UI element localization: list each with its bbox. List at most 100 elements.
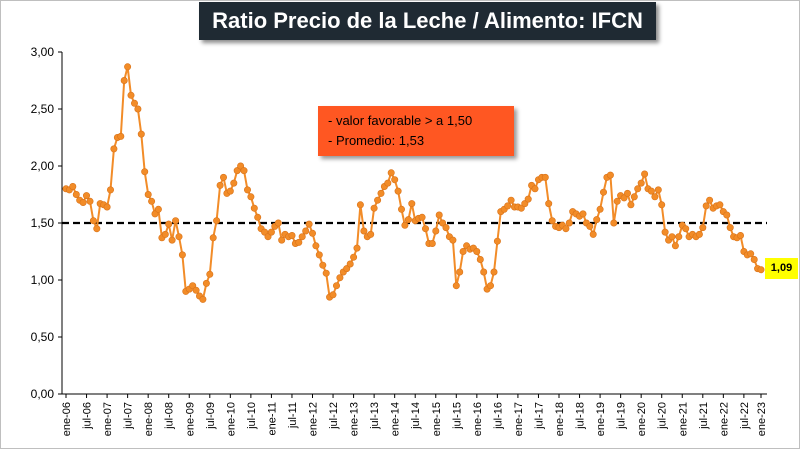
data-point: [86, 197, 94, 205]
y-tick-label: 2,00: [31, 159, 55, 173]
data-point: [117, 132, 125, 140]
series-points: [62, 63, 765, 303]
x-tick-label: ene-14: [390, 402, 402, 436]
x-tick-label: ene-08: [143, 402, 155, 436]
data-point: [654, 186, 662, 194]
data-point: [172, 217, 180, 225]
data-point: [336, 274, 344, 282]
y-tick-label: 1,50: [31, 216, 55, 230]
data-point: [387, 169, 395, 177]
data-point: [141, 168, 149, 176]
data-point: [103, 203, 111, 211]
data-point: [350, 253, 358, 261]
chart-title: Ratio Precio de la Leche / Alimento: IFC…: [199, 2, 656, 40]
data-point: [367, 230, 375, 238]
y-tick-label: 3,00: [31, 45, 55, 59]
x-axis: ene-06 jul-06 ene-07 jul-07 ene-08 jul-08 ene-…: [61, 393, 768, 436]
x-tick-label: jul-19: [616, 402, 628, 430]
data-point: [706, 196, 714, 204]
data-point: [148, 197, 156, 205]
data-point: [668, 233, 676, 241]
data-point: [254, 213, 262, 221]
data-point: [702, 202, 710, 210]
data-point: [647, 187, 655, 195]
data-point: [315, 251, 323, 259]
data-point: [131, 99, 139, 107]
data-point: [606, 171, 614, 179]
data-point: [329, 291, 337, 299]
data-point: [589, 230, 597, 238]
x-tick-label: ene-21: [677, 402, 689, 436]
y-tick-label: 1,00: [31, 273, 55, 287]
annotation-favorable: - valor favorable > a 1,50: [328, 113, 473, 128]
data-point: [671, 242, 679, 250]
data-point: [298, 233, 306, 241]
data-point: [750, 255, 758, 263]
data-point: [244, 186, 252, 194]
data-point: [435, 211, 443, 219]
data-point: [107, 186, 115, 194]
x-tick-label: ene-17: [513, 402, 525, 436]
data-point: [397, 205, 405, 213]
x-tick-label: jul-16: [492, 402, 504, 430]
x-tick-label: jul-21: [698, 402, 710, 430]
data-point: [599, 188, 607, 196]
data-point: [428, 240, 436, 248]
x-tick-label: ene-16: [472, 402, 484, 436]
y-tick-label: 2,50: [31, 102, 55, 116]
data-point: [230, 179, 238, 187]
x-tick-label: ene-18: [554, 402, 566, 436]
data-point: [726, 224, 734, 232]
data-point: [267, 228, 275, 236]
data-point: [240, 167, 248, 175]
data-point: [202, 279, 210, 287]
data-point: [432, 227, 440, 235]
data-point: [456, 268, 464, 276]
data-point: [343, 265, 351, 273]
x-tick-label: jul-17: [533, 402, 545, 430]
data-point: [630, 193, 638, 201]
data-point: [93, 225, 101, 233]
data-point: [302, 227, 310, 235]
data-point: [476, 255, 484, 263]
data-point: [175, 233, 183, 241]
data-point: [490, 268, 498, 276]
data-point: [596, 205, 604, 213]
data-point: [192, 286, 200, 294]
data-point: [154, 205, 162, 213]
data-point: [120, 77, 128, 85]
x-tick-label: ene-07: [102, 402, 114, 436]
data-point: [507, 196, 515, 204]
x-tick-label: jul-10: [246, 402, 258, 430]
data-point: [110, 145, 118, 153]
data-point: [504, 202, 512, 210]
x-tick-label: jul-11: [287, 402, 299, 429]
data-point: [305, 220, 313, 228]
data-point: [473, 248, 481, 256]
data-point: [332, 282, 340, 290]
x-tick-label: ene-06: [61, 402, 73, 436]
annotation-average: - Promedio: 1,53: [328, 133, 425, 148]
data-point: [161, 230, 169, 238]
data-point: [452, 282, 460, 290]
data-point: [418, 213, 426, 221]
x-tick-label: jul-18: [575, 402, 587, 430]
x-tick-label: ene-23: [756, 402, 768, 436]
data-point: [247, 193, 255, 201]
x-tick-label: ene-13: [349, 402, 361, 436]
data-point: [716, 201, 724, 209]
data-point: [658, 201, 666, 209]
data-point: [623, 189, 631, 197]
data-point: [627, 201, 635, 209]
x-tick-label: jul-06: [82, 402, 94, 430]
data-point: [408, 200, 416, 208]
data-point: [72, 191, 80, 199]
x-tick-label: jul-14: [410, 402, 422, 430]
data-point: [541, 173, 549, 181]
data-point: [274, 219, 282, 227]
x-tick-label: jul-09: [205, 402, 217, 430]
data-point: [695, 230, 703, 238]
data-point: [278, 236, 286, 244]
